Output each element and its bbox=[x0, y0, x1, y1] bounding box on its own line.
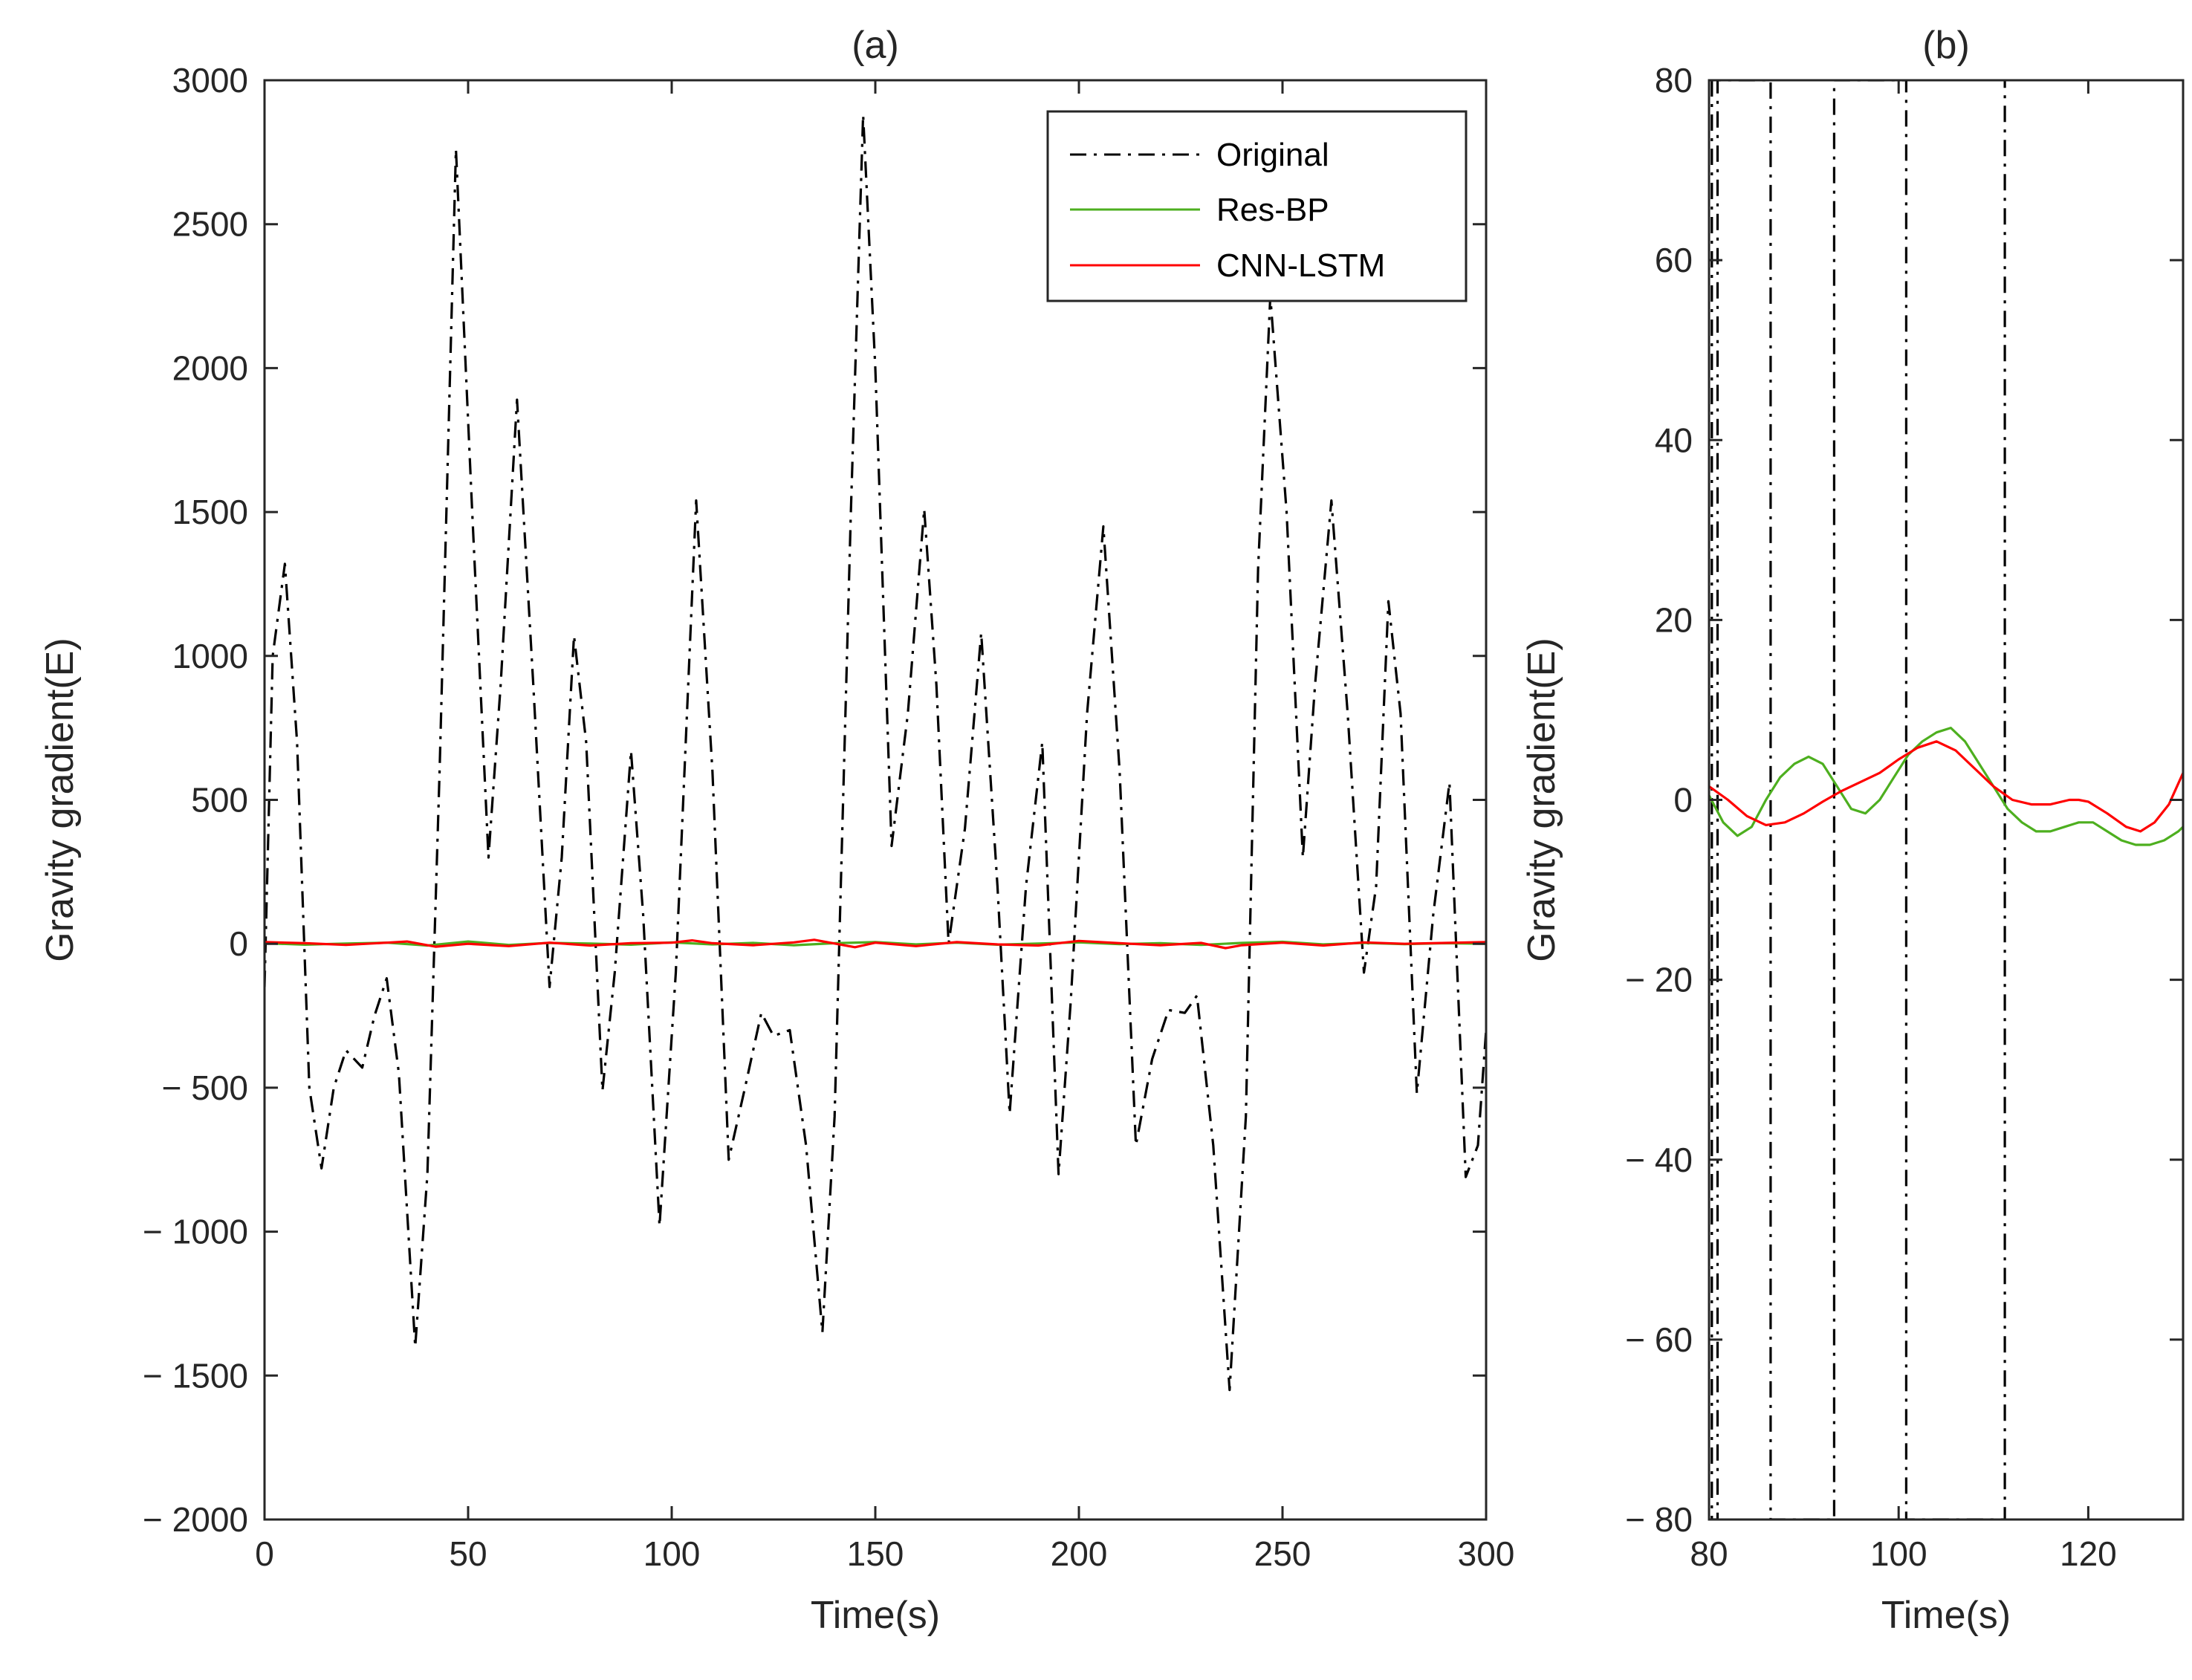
panel-b-title: (b) bbox=[1922, 24, 1970, 67]
panel-a-x-tick-label: 50 bbox=[449, 1534, 487, 1573]
legend: Original Res-BP CNN-LSTM bbox=[1046, 110, 1468, 302]
panel-a-y-tick-label: 2000 bbox=[172, 348, 248, 387]
panel-a-y-tick-label: − 1500 bbox=[143, 1356, 248, 1395]
panel-a-ticks: 0 50 100 150 200 250 300 − 2000 − 1500 − 1000 − 50… bbox=[143, 61, 1514, 1573]
panel-b-x-tick-label: 100 bbox=[1870, 1534, 1927, 1573]
panel-b-ticks: 80 100 120 − 80 − 60 − 40 − 20 0 20 40 60 80 bbox=[1625, 61, 2183, 1573]
panel-b-x-tick-label: 80 bbox=[1690, 1534, 1728, 1573]
legend-box bbox=[1046, 110, 1468, 302]
legend-label-cnn-lstm: CNN-LSTM bbox=[1216, 247, 1385, 284]
panel-b-series-res-bp bbox=[1709, 727, 2183, 846]
panel-b-y-tick-label: 40 bbox=[1655, 421, 1693, 459]
panel-b-y-tick-label: − 20 bbox=[1625, 961, 1693, 999]
panel-a-x-tick-label: 0 bbox=[255, 1534, 274, 1573]
panel-a-x-axis-label: Time(s) bbox=[811, 1594, 940, 1637]
panel-a-y-tick-label: 0 bbox=[229, 924, 248, 963]
panel-b-y-tick-label: 80 bbox=[1655, 61, 1693, 100]
panel-a-y-tick-label: − 1000 bbox=[143, 1213, 248, 1251]
panel-a-series-cnn-lstm bbox=[265, 938, 1486, 950]
panel-a-x-tick-label: 250 bbox=[1254, 1534, 1311, 1573]
panel-a-y-tick-label: 1000 bbox=[172, 637, 248, 675]
legend-label-res-bp: Res-BP bbox=[1216, 192, 1329, 228]
panel-b-x-axis-label: Time(s) bbox=[1881, 1594, 2011, 1637]
panel-a-series-original bbox=[265, 113, 1486, 1392]
panel-a-series-layer bbox=[265, 113, 1486, 1392]
panel-a-x-tick-label: 200 bbox=[1051, 1534, 1108, 1573]
panel-a-y-tick-label: 1500 bbox=[172, 493, 248, 531]
panel-a-y-tick-label: 500 bbox=[191, 781, 248, 820]
panel-a-title: (a) bbox=[852, 24, 899, 67]
panel-b-y-tick-label: − 80 bbox=[1625, 1500, 1693, 1539]
panel-b-y-tick-label: − 40 bbox=[1625, 1141, 1693, 1179]
panel-b-y-tick-label: 20 bbox=[1655, 600, 1693, 639]
panel-b-series-cnn-lstm bbox=[1709, 740, 2183, 833]
panel-a-y-axis-label: Gravity gradient(E) bbox=[39, 638, 82, 961]
panel-a-x-tick-label: 150 bbox=[847, 1534, 904, 1573]
panel-a-y-tick-label: 3000 bbox=[172, 61, 248, 100]
panel-a-y-tick-label: 2500 bbox=[172, 205, 248, 244]
panel-a-x-tick-label: 300 bbox=[1458, 1534, 1515, 1573]
panel-b-x-tick-label: 120 bbox=[2060, 1534, 2117, 1573]
panel-a-y-tick-label: − 500 bbox=[162, 1068, 248, 1107]
panel-b-y-tick-label: 0 bbox=[1673, 781, 1693, 820]
panel-b: 80 100 120 − 80 − 60 − 40 − 20 0 20 40 60 80 (b) Ti… bbox=[1520, 24, 2185, 1637]
panel-a: 0 50 100 150 200 250 300 − 2000 − 1500 − 1000 − 50… bbox=[39, 24, 1514, 1637]
panel-a-y-tick-label: − 2000 bbox=[143, 1500, 248, 1539]
legend-label-original: Original bbox=[1216, 137, 1329, 173]
panel-b-y-tick-label: − 60 bbox=[1625, 1320, 1693, 1359]
panel-b-y-axis-label: Gravity gradient(E) bbox=[1520, 638, 1563, 961]
panel-b-series-layer bbox=[1709, 80, 2183, 1520]
panel-b-y-tick-label: 60 bbox=[1655, 241, 1693, 279]
panel-a-x-tick-label: 100 bbox=[643, 1534, 701, 1573]
